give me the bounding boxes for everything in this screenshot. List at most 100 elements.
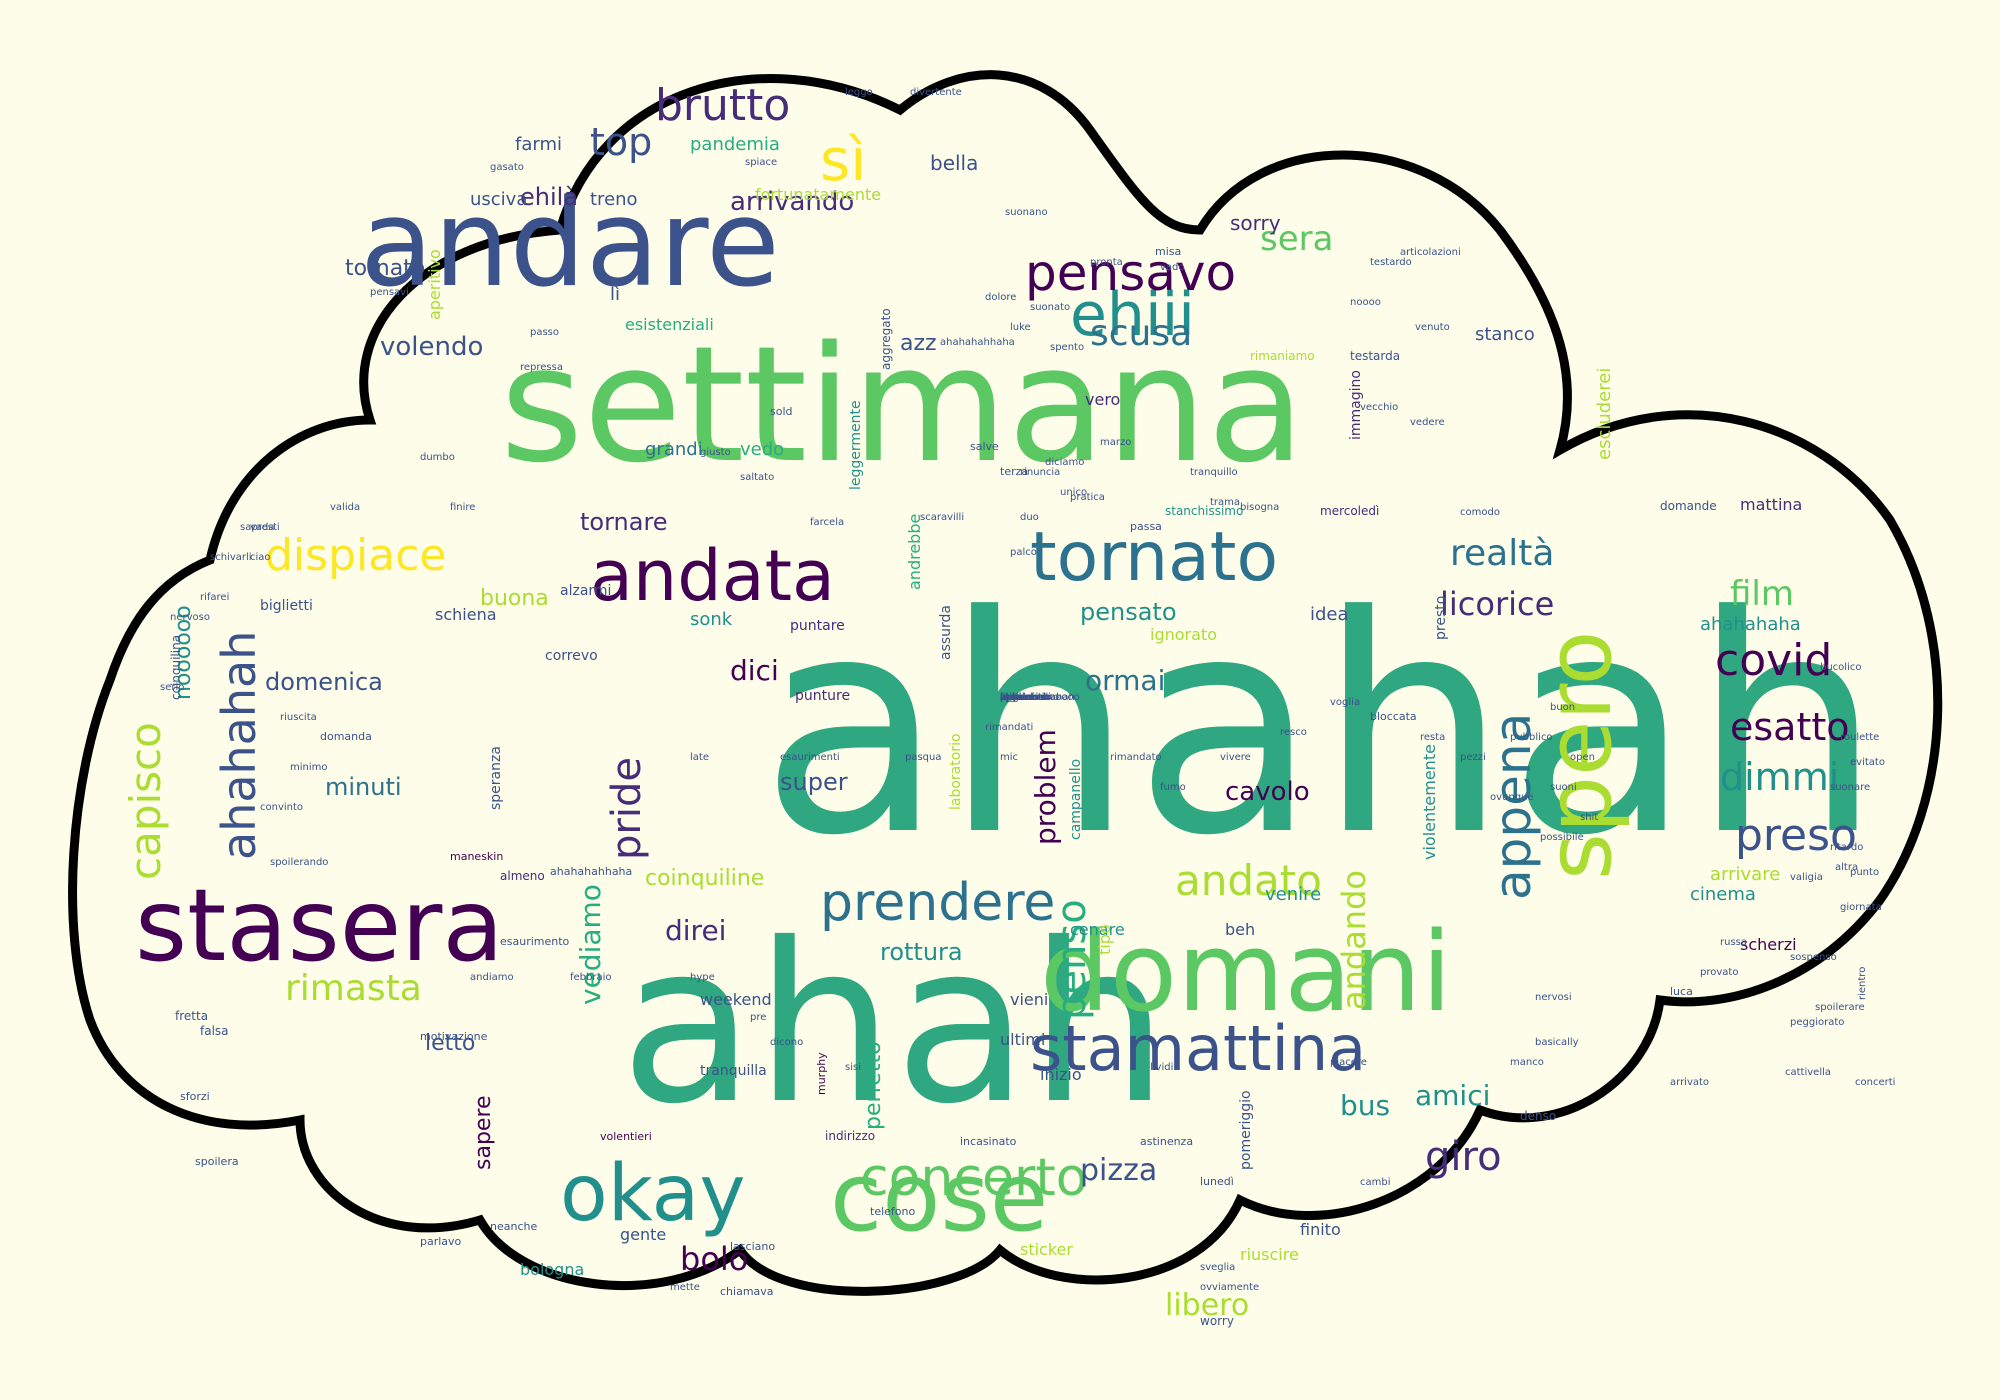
word-147: sveglia bbox=[1200, 1262, 1235, 1273]
word-152: piacere bbox=[1330, 1057, 1367, 1068]
word-270: ahahahahahah bbox=[1000, 692, 1075, 703]
word-211: scaravilli bbox=[920, 512, 964, 523]
word-49: arrivando bbox=[730, 187, 854, 217]
word-9: andata bbox=[590, 535, 835, 617]
word-181: noooo bbox=[1350, 297, 1381, 308]
word-275: fighissimo bbox=[1000, 692, 1051, 703]
word-138: telefono bbox=[870, 1205, 915, 1218]
word-140: parlavo bbox=[420, 1235, 462, 1248]
word-118: leggermente bbox=[848, 400, 864, 490]
word-144: incasinato bbox=[960, 1135, 1017, 1148]
word-123: mercoledì bbox=[1320, 504, 1379, 518]
word-63: tornato bbox=[345, 256, 425, 281]
word-259: mascarelli bbox=[1000, 692, 1051, 703]
word-38: bolo bbox=[680, 1240, 748, 1278]
word-141: mette bbox=[670, 1282, 700, 1293]
word-225: nervoso bbox=[170, 612, 210, 623]
word-64: buona bbox=[480, 586, 549, 611]
word-273: ven bbox=[1000, 692, 1018, 703]
word-79: idea bbox=[1310, 604, 1349, 625]
word-232: andiamo bbox=[470, 972, 514, 983]
word-12: ehiii bbox=[1070, 280, 1195, 350]
word-202: pratica bbox=[1070, 492, 1105, 503]
word-195: repressa bbox=[520, 362, 563, 373]
word-197: spento bbox=[1050, 342, 1084, 353]
word-86: gente bbox=[620, 1225, 666, 1244]
word-268: speriamo bbox=[1000, 692, 1047, 703]
word-234: hype bbox=[690, 972, 715, 983]
word-158: concerti bbox=[1855, 1077, 1895, 1088]
word-263: tagono bbox=[1000, 692, 1035, 703]
word-28: dimmi bbox=[1720, 755, 1839, 799]
word-122: stanchissimo bbox=[1165, 504, 1243, 518]
word-77: esistenziali bbox=[625, 315, 714, 334]
word-42: amici bbox=[1415, 1079, 1490, 1112]
word-154: denso bbox=[1520, 1109, 1556, 1123]
word-75: grandi bbox=[645, 439, 703, 460]
word-262: aptato bbox=[1000, 692, 1033, 703]
word-206: rinuncia bbox=[1020, 467, 1060, 478]
word-142: chiamava bbox=[720, 1285, 774, 1298]
word-71: pandemia bbox=[690, 134, 780, 155]
word-174: giornata bbox=[1840, 902, 1882, 913]
word-55: pensato bbox=[1080, 598, 1177, 626]
word-269: noooooooooooo bbox=[1000, 692, 1080, 703]
word-15: concerto bbox=[860, 1148, 1088, 1208]
word-157: arrivato bbox=[1670, 1077, 1709, 1088]
word-29: esatto bbox=[1730, 705, 1850, 749]
word-48: volendo bbox=[380, 332, 483, 362]
cloud-outline bbox=[68, 70, 1943, 1296]
word-67: sorry bbox=[1230, 211, 1281, 235]
word-256: possibile bbox=[1540, 832, 1584, 843]
word-162: provato bbox=[1700, 967, 1738, 978]
word-39: pizza bbox=[1080, 1153, 1157, 1188]
word-111: pomeriggio bbox=[1238, 1090, 1254, 1170]
word-175: bucolico bbox=[1820, 662, 1861, 673]
word-186: suonato bbox=[1030, 302, 1070, 313]
word-31: scusa bbox=[1090, 313, 1192, 354]
word-32: realtà bbox=[1450, 533, 1554, 574]
word-203: diciamo bbox=[1045, 457, 1084, 468]
word-10: tornato bbox=[1030, 518, 1278, 597]
word-172: roulette bbox=[1840, 732, 1879, 743]
word-7: spero bbox=[1527, 631, 1632, 880]
word-236: dicono bbox=[770, 1037, 803, 1048]
word-1: ahah bbox=[620, 896, 1169, 1152]
word-124: domande bbox=[1660, 499, 1717, 513]
word-30: top bbox=[590, 120, 652, 164]
word-219: finire bbox=[450, 502, 475, 513]
word-191: spiace bbox=[745, 157, 777, 168]
word-240: pasqua bbox=[905, 752, 942, 763]
word-231: spoilerando bbox=[270, 857, 328, 868]
word-5: stasera bbox=[135, 867, 504, 984]
word-121: testarda bbox=[1350, 349, 1400, 363]
word-102: correvo bbox=[545, 648, 598, 664]
word-24: capisco bbox=[121, 722, 170, 880]
word-105: alzarmi bbox=[560, 583, 611, 599]
word-126: coinquilina bbox=[169, 635, 183, 700]
word-220: vada bbox=[250, 522, 275, 533]
word-166: valigia bbox=[1790, 872, 1823, 883]
word-113: speranza bbox=[488, 746, 504, 810]
word-54: domenica bbox=[265, 668, 383, 696]
word-13: sì bbox=[820, 126, 866, 194]
word-14: prendere bbox=[820, 873, 1055, 933]
word-252: buon bbox=[1550, 702, 1575, 713]
word-207: tranquillo bbox=[1190, 467, 1238, 478]
word-110: campanello bbox=[1068, 759, 1084, 840]
word-98: lì bbox=[610, 284, 620, 305]
word-168: ritardo bbox=[1830, 842, 1863, 853]
word-65: noooooo bbox=[171, 605, 196, 700]
word-135: volentieri bbox=[600, 1130, 652, 1143]
word-129: esaurimento bbox=[500, 935, 570, 948]
word-96: tipo bbox=[1095, 924, 1114, 955]
word-76: vedo bbox=[740, 439, 784, 460]
word-266: problemi bbox=[1000, 692, 1044, 703]
word-136: indirizzo bbox=[825, 1129, 875, 1143]
word-155: basically bbox=[1535, 1037, 1579, 1048]
word-108: immagino bbox=[1348, 370, 1364, 440]
word-88: sticker bbox=[1020, 1240, 1073, 1259]
word-188: dolore bbox=[985, 292, 1016, 303]
word-61: sapere bbox=[471, 1095, 496, 1170]
word-46: dici bbox=[730, 654, 779, 687]
